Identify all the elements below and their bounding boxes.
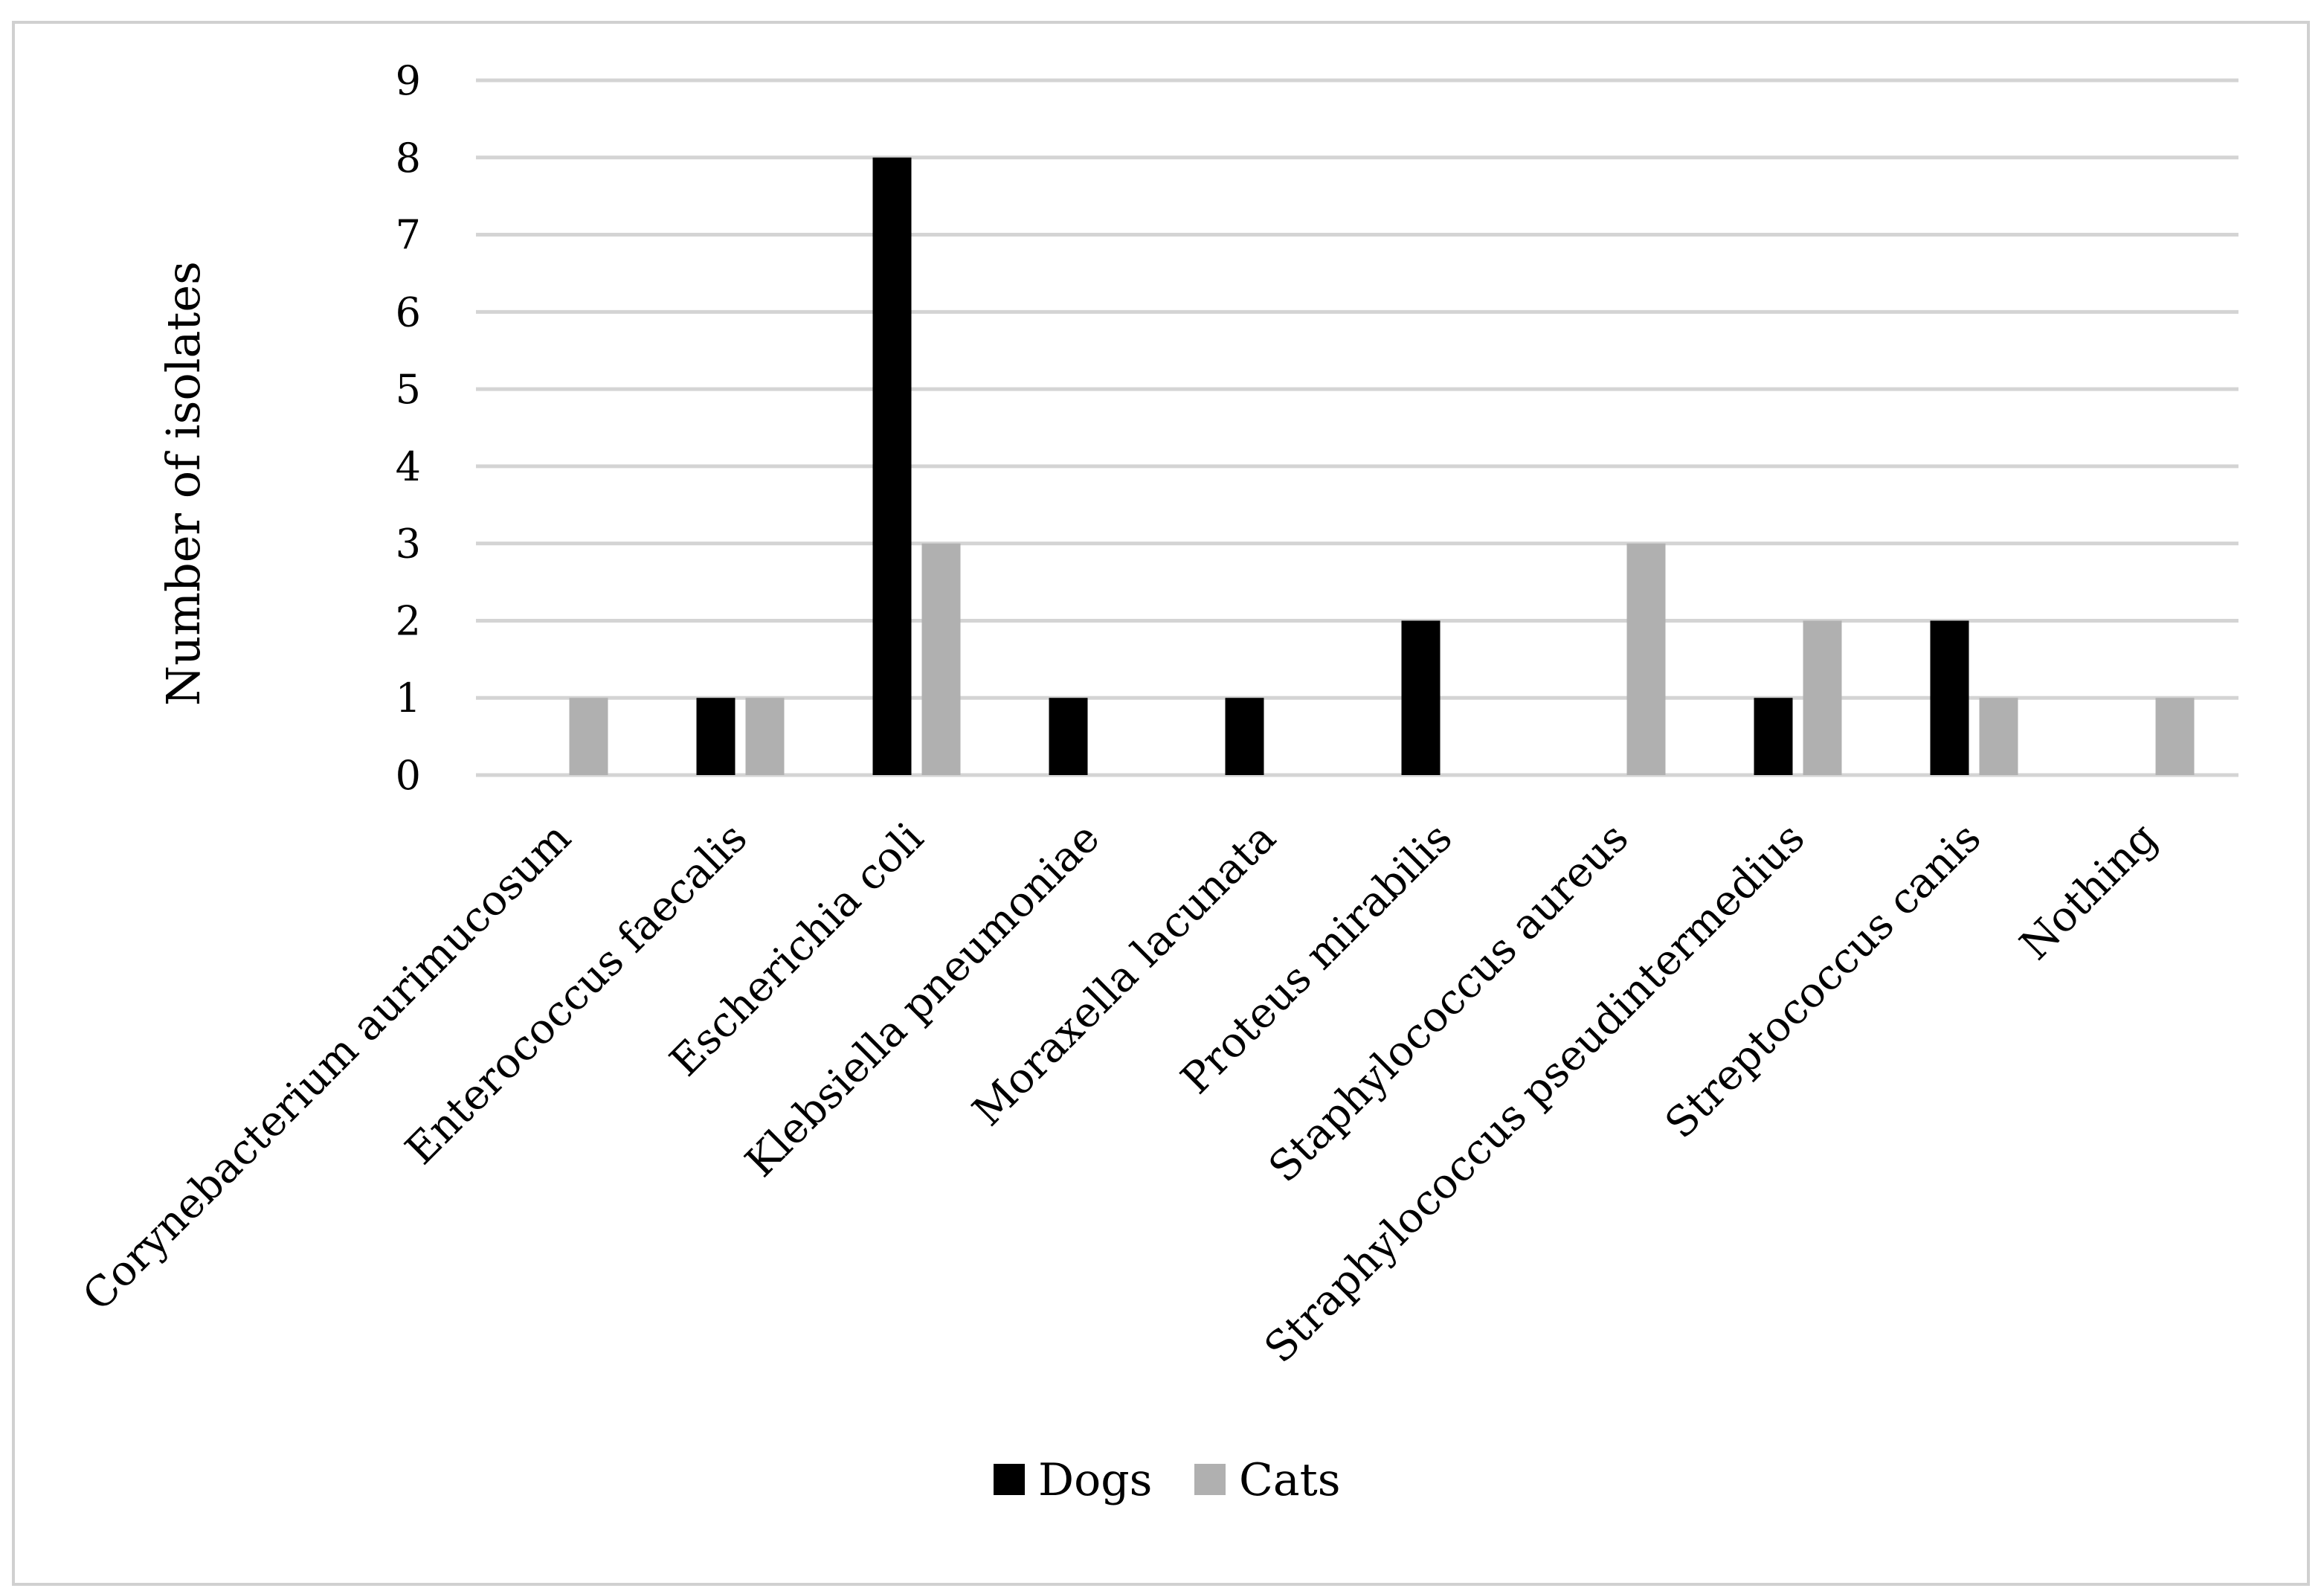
bar-dogs (696, 698, 735, 775)
y-tick-label: 6 (396, 289, 421, 335)
y-tick-label: 0 (396, 752, 421, 799)
bar-dogs (1225, 698, 1264, 775)
bar-dogs (872, 157, 912, 775)
y-tick-label: 9 (396, 57, 421, 104)
bars (569, 157, 2195, 775)
y-axis-title: Number of isolates (156, 261, 210, 706)
bar-cats (1803, 620, 1842, 775)
y-tick-label: 8 (396, 135, 421, 181)
legend-swatch-dogs (994, 1464, 1025, 1495)
bar-dogs (1754, 698, 1793, 775)
legend: Dogs Cats (994, 1454, 1341, 1506)
bar-cats (2155, 698, 2195, 775)
bar-cats (1626, 543, 1666, 775)
bar-dogs (1401, 620, 1441, 775)
bar-dogs (1930, 620, 1969, 775)
legend-swatch-cats (1194, 1464, 1226, 1495)
y-tick-label: 4 (396, 443, 421, 490)
y-tick-label: 7 (396, 212, 421, 259)
bar-cats (745, 698, 785, 775)
y-axis-ticks: 0 1 2 3 4 5 6 7 8 9 (396, 57, 421, 799)
legend-label-cats: Cats (1239, 1454, 1341, 1506)
bar-cats (921, 543, 961, 775)
bar-cats (1979, 698, 2018, 775)
y-tick-label: 2 (396, 597, 421, 644)
legend-label-dogs: Dogs (1038, 1454, 1152, 1506)
y-tick-label: 1 (396, 675, 421, 722)
bar-cats (569, 698, 608, 775)
chart-frame (12, 21, 2310, 1586)
y-tick-label: 5 (396, 366, 421, 413)
y-tick-label: 3 (396, 521, 421, 568)
bar-dogs (1049, 698, 1088, 775)
